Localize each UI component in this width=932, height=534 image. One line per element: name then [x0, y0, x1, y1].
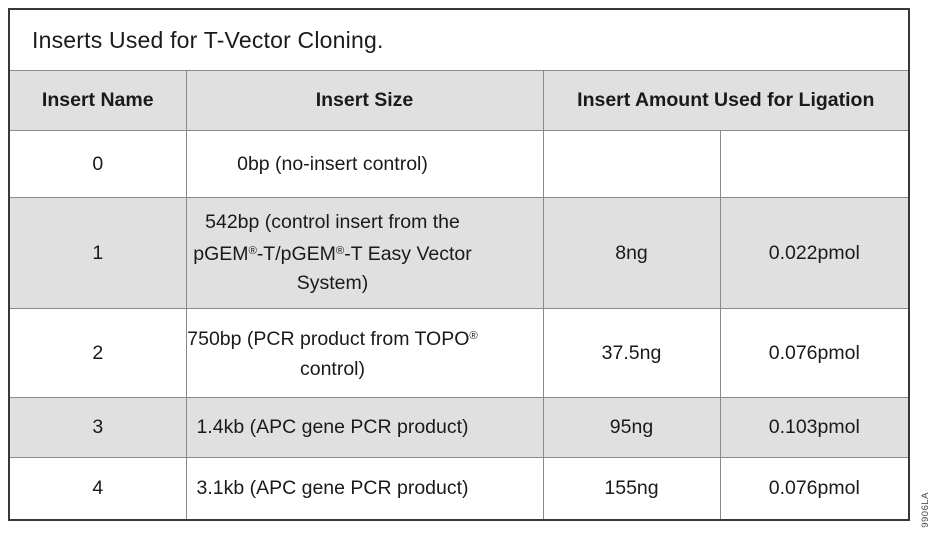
table-title: Inserts Used for T-Vector Cloning. — [8, 8, 910, 71]
cell-insert-name: 4 — [8, 457, 187, 521]
header-insert-size: Insert Size — [185, 70, 544, 131]
cell-insert-size: 3.1kb (APC gene PCR product) — [185, 457, 544, 521]
cell-amount-pmol — [719, 130, 910, 198]
insert-size-text: 3.1kb (APC gene PCR product) — [196, 477, 469, 499]
cell-insert-size: 0bp (no-insert control) — [185, 130, 544, 198]
inserts-table: Inserts Used for T-Vector Cloning. Inser… — [8, 8, 911, 521]
figure-number: 9906LA — [920, 492, 931, 528]
cell-insert-size: 750bp (PCR product from TOPO® control) — [185, 308, 544, 398]
cell-amount-ng: 8ng — [542, 197, 721, 309]
table-row: 3 1.4kb (APC gene PCR product) 95ng 0.10… — [8, 397, 910, 458]
registered-mark: ® — [248, 244, 257, 257]
table-row: 2 750bp (PCR product from TOPO® control)… — [8, 308, 910, 398]
cell-insert-size: 1.4kb (APC gene PCR product) — [185, 397, 544, 458]
header-insert-amount: Insert Amount Used for Ligation — [542, 70, 910, 131]
cell-amount-ng — [542, 130, 721, 198]
table-row: 4 3.1kb (APC gene PCR product) 155ng 0.0… — [8, 457, 910, 521]
cell-insert-size: 542bp (control insert from the pGEM®-T/p… — [185, 197, 544, 309]
cell-amount-pmol: 0.076pmol — [719, 308, 910, 398]
cell-amount-ng: 95ng — [542, 397, 721, 458]
registered-mark: ® — [335, 244, 345, 257]
cell-insert-name: 2 — [8, 308, 187, 398]
header-insert-name: Insert Name — [8, 70, 187, 131]
cell-insert-name: 1 — [8, 197, 187, 309]
table-title-row: Inserts Used for T-Vector Cloning. — [8, 8, 910, 71]
insert-size-text: 0bp (no-insert control) — [237, 152, 428, 175]
cell-amount-pmol: 0.022pmol — [719, 197, 910, 309]
cell-amount-ng: 155ng — [542, 457, 721, 521]
table-row: 0 0bp (no-insert control) — [8, 130, 910, 198]
insert-size-text: 542bp (control insert from the pGEM®-T/p… — [193, 210, 472, 295]
insert-size-text: 1.4kb (APC gene PCR product) — [196, 416, 469, 438]
cell-insert-name: 0 — [8, 130, 187, 198]
insert-size-text: 750bp (PCR product from TOPO® control) — [187, 328, 478, 380]
table-row: 1 542bp (control insert from the pGEM®-T… — [8, 197, 910, 309]
cell-insert-name: 3 — [8, 397, 187, 458]
cell-amount-pmol: 0.103pmol — [719, 397, 910, 458]
table-header-row: Insert Name Insert Size Insert Amount Us… — [8, 70, 910, 131]
cell-amount-ng: 37.5ng — [542, 308, 721, 398]
registered-mark: ® — [469, 330, 478, 343]
cell-amount-pmol: 0.076pmol — [719, 457, 910, 521]
